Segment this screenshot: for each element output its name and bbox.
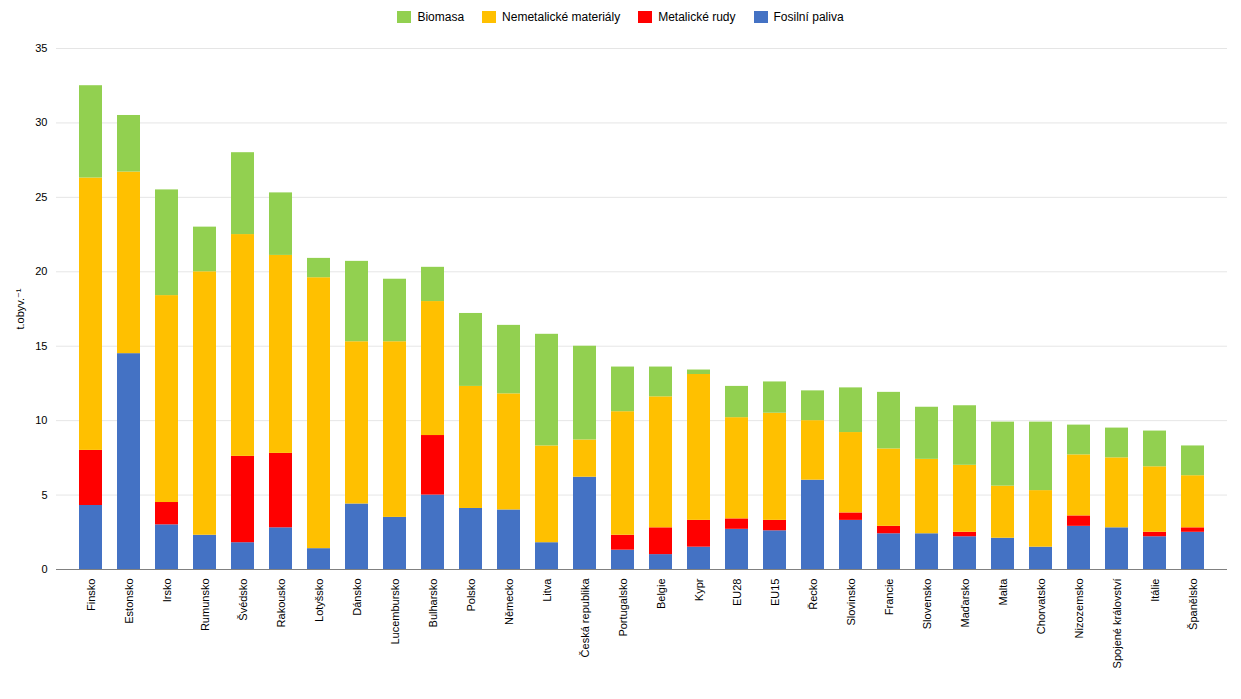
svg-text:Chorvatsko: Chorvatsko xyxy=(1035,579,1047,635)
svg-text:EU15: EU15 xyxy=(769,579,781,607)
svg-text:20: 20 xyxy=(35,265,47,277)
html-text:Biomasa: Biomasa xyxy=(417,10,465,24)
html-text:Metalické rudy: Metalické rudy xyxy=(658,10,736,24)
svg-text:Dánsko: Dánsko xyxy=(351,579,363,616)
svg-text:Francie: Francie xyxy=(883,579,895,616)
svg-text:5: 5 xyxy=(41,489,47,501)
svg-text:35: 35 xyxy=(35,42,47,54)
svg-text:Irsko: Irsko xyxy=(161,579,173,603)
svg-text:t.obyv.⁻¹: t.obyv.⁻¹ xyxy=(14,288,26,329)
svg-text:Spojené království: Spojené království xyxy=(1111,579,1123,669)
svg-text:Maďarsko: Maďarsko xyxy=(959,579,971,628)
svg-text:Nizozemsko: Nizozemsko xyxy=(1073,579,1085,639)
svg-text:Estonsko: Estonsko xyxy=(123,579,135,624)
svg-text:Švédsko: Švédsko xyxy=(237,579,249,621)
html-text:Fosilní paliva: Fosilní paliva xyxy=(773,10,844,24)
svg-text:EU28: EU28 xyxy=(731,579,743,607)
svg-text:Polsko: Polsko xyxy=(465,579,477,612)
svg-text:Kypr: Kypr xyxy=(693,578,705,601)
svg-text:Rakousko: Rakousko xyxy=(275,579,287,628)
svg-text:Lotyšsko: Lotyšsko xyxy=(313,579,325,622)
svg-text:15: 15 xyxy=(35,340,47,352)
svg-text:25: 25 xyxy=(35,191,47,203)
svg-text:Lucembursko: Lucembursko xyxy=(389,579,401,645)
svg-text:Řecko: Řecko xyxy=(807,579,819,610)
svg-text:Malta: Malta xyxy=(997,578,1009,606)
svg-text:Španělsko: Španělsko xyxy=(1187,579,1199,630)
svg-text:Bulharsko: Bulharsko xyxy=(427,579,439,628)
svg-text:Itálie: Itálie xyxy=(1149,579,1161,602)
svg-text:Finsko: Finsko xyxy=(85,579,97,611)
svg-text:30: 30 xyxy=(35,116,47,128)
svg-text:0: 0 xyxy=(41,563,47,575)
svg-text:Rumunsko: Rumunsko xyxy=(199,579,211,632)
svg-text:Belgie: Belgie xyxy=(655,579,667,610)
svg-text:Česká republika: Česká republika xyxy=(579,578,591,658)
html-text:Nemetalické materiály: Nemetalické materiály xyxy=(502,10,621,24)
svg-text:Slovinsko: Slovinsko xyxy=(845,579,857,626)
svg-text:Portugalsko: Portugalsko xyxy=(617,579,629,637)
svg-text:Slovensko: Slovensko xyxy=(921,579,933,630)
svg-text:Litva: Litva xyxy=(541,578,553,602)
svg-text:10: 10 xyxy=(35,414,47,426)
svg-text:Německo: Německo xyxy=(503,579,515,625)
